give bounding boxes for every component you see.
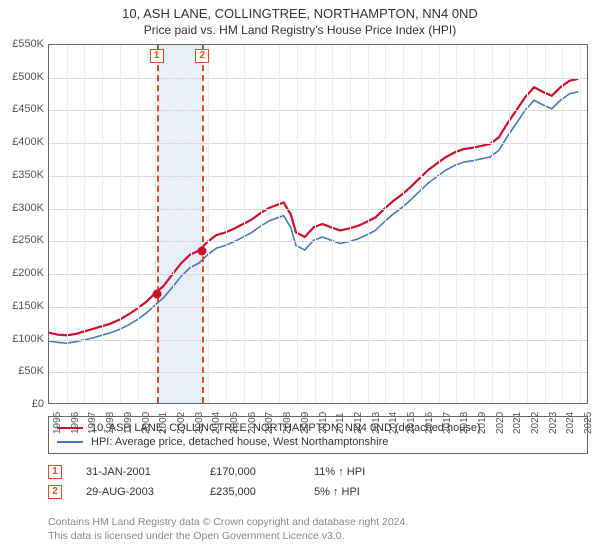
x-axis-label: 2003 [194,412,205,434]
y-axis-label: £400K [0,136,44,148]
x-axis-label: 2013 [371,412,382,434]
plot-area: 12 [48,44,588,404]
y-axis-label: £450K [0,103,44,115]
x-axis-label: 1995 [52,412,63,434]
x-axis-label: 2004 [211,412,222,434]
x-axis-label: 2011 [335,412,346,434]
x-axis-label: 1999 [123,412,134,434]
line-series-svg [49,45,587,403]
x-axis-label: 2010 [318,412,329,434]
x-axis-label: 2001 [158,412,169,434]
sale-delta: 5% ↑ HPI [314,486,414,498]
legend-item: HPI: Average price, detached house, West… [57,435,579,449]
sale-marker-box: 1 [48,465,62,479]
sale-date: 31-JAN-2001 [86,466,186,478]
y-axis-label: £350K [0,169,44,181]
x-axis-label: 1997 [87,412,98,434]
x-axis-label: 2018 [459,412,470,434]
y-axis-label: £50K [0,365,44,377]
x-axis-label: 2000 [141,412,152,434]
x-axis-label: 2024 [565,412,576,434]
legend-swatch [57,441,83,443]
sale-delta: 11% ↑ HPI [314,466,414,478]
x-axis-label: 2019 [477,412,488,434]
chart-title: 10, ASH LANE, COLLINGTREE, NORTHAMPTON, … [0,0,600,21]
x-axis-label: 2017 [442,412,453,434]
x-axis-label: 2012 [353,412,364,434]
sale-row: 2 29-AUG-2003 £235,000 5% ↑ HPI [48,482,588,502]
x-axis-label: 2009 [300,412,311,434]
sale-marker-box: 2 [48,485,62,499]
sale-row: 1 31-JAN-2001 £170,000 11% ↑ HPI [48,462,588,482]
sale-point [198,247,207,256]
footnote-line: Contains HM Land Registry data © Crown c… [48,516,408,530]
x-axis-label: 2016 [424,412,435,434]
sales-table: 1 31-JAN-2001 £170,000 11% ↑ HPI 2 29-AU… [48,462,588,502]
y-axis-label: £0 [0,398,44,410]
footnote-line: This data is licensed under the Open Gov… [48,530,408,544]
sale-marker-on-chart: 2 [195,49,209,63]
y-axis-label: £500K [0,71,44,83]
sale-marker-on-chart: 1 [150,49,164,63]
sale-price: £235,000 [210,486,290,498]
y-axis-label: £100K [0,333,44,345]
x-axis-label: 1996 [70,412,81,434]
y-axis-label: £300K [0,202,44,214]
sale-price: £170,000 [210,466,290,478]
y-axis-label: £200K [0,267,44,279]
x-axis-label: 2002 [176,412,187,434]
x-axis-label: 2025 [583,412,594,434]
chart-container: 10, ASH LANE, COLLINGTREE, NORTHAMPTON, … [0,0,600,560]
sale-date: 29-AUG-2003 [86,486,186,498]
x-axis-label: 2007 [264,412,275,434]
x-axis-label: 2022 [530,412,541,434]
footnote: Contains HM Land Registry data © Crown c… [48,516,408,543]
chart-subtitle: Price paid vs. HM Land Registry's House … [0,21,600,41]
x-axis-label: 2015 [406,412,417,434]
x-axis-label: 2020 [495,412,506,434]
x-axis-label: 2005 [229,412,240,434]
y-axis-label: £550K [0,38,44,50]
x-axis-label: 2014 [388,412,399,434]
x-axis-label: 2021 [512,412,523,434]
x-axis-label: 2008 [282,412,293,434]
x-axis-label: 1998 [105,412,116,434]
legend-label: HPI: Average price, detached house, West… [91,436,388,448]
y-axis-label: £250K [0,234,44,246]
y-axis-label: £150K [0,300,44,312]
sale-point [152,289,161,298]
x-axis-label: 2006 [247,412,258,434]
x-axis-label: 2023 [548,412,559,434]
